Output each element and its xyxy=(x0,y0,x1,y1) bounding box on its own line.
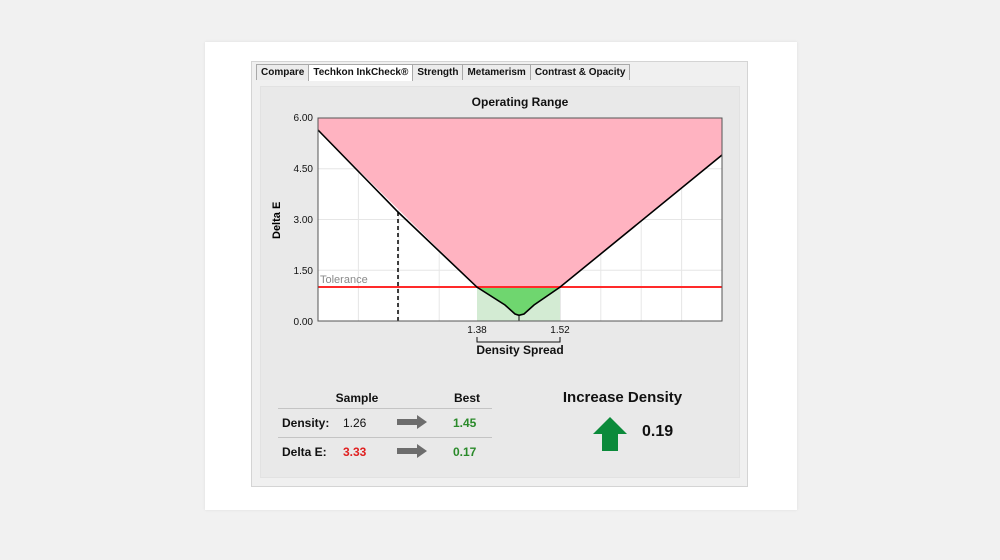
tab-bar: Compare Techkon InkCheck® Strength Metam… xyxy=(256,64,631,81)
advice-title: Increase Density xyxy=(562,389,683,406)
arrow-up-icon xyxy=(593,417,627,451)
y-tick-label: 6.00 xyxy=(294,113,314,124)
table-divider xyxy=(278,408,492,409)
y-tick-label: 1.50 xyxy=(294,266,314,277)
delta-e-best-value: 0.17 xyxy=(453,445,477,459)
advice-value: 0.19 xyxy=(642,423,674,440)
y-tick-label: 0.00 xyxy=(294,317,314,328)
x-axis-label: Density Spread xyxy=(476,343,564,357)
delta-e-curve xyxy=(317,129,723,317)
delta-e-row-label: Delta E: xyxy=(282,445,327,459)
y-axis-label: Delta E xyxy=(271,201,283,239)
tab-contrast-opacity[interactable]: Contrast & Opacity xyxy=(529,64,631,80)
chart-title: Operating Range xyxy=(471,95,569,109)
density-spread-bracket xyxy=(476,337,561,343)
delta-e-sample-value: 3.33 xyxy=(343,445,367,459)
y-tick-label: 3.00 xyxy=(294,215,314,226)
density-row-label: Density: xyxy=(282,416,330,430)
x-range-start-label: 1.38 xyxy=(467,325,487,336)
density-best-value: 1.45 xyxy=(453,416,477,430)
sample-header: Sample xyxy=(335,391,379,405)
arrow-right-icon xyxy=(397,444,427,458)
best-header: Best xyxy=(453,391,480,405)
arrow-right-icon xyxy=(397,415,427,429)
out-of-tolerance-region xyxy=(318,118,722,288)
table-divider xyxy=(278,437,492,438)
density-sample-value: 1.26 xyxy=(343,416,367,430)
x-range-end-label: 1.52 xyxy=(550,325,570,336)
in-tolerance-region xyxy=(477,287,560,316)
y-tick-label: 4.50 xyxy=(294,164,314,175)
tolerance-label: Tolerance xyxy=(320,274,368,286)
plot-border xyxy=(317,117,723,322)
